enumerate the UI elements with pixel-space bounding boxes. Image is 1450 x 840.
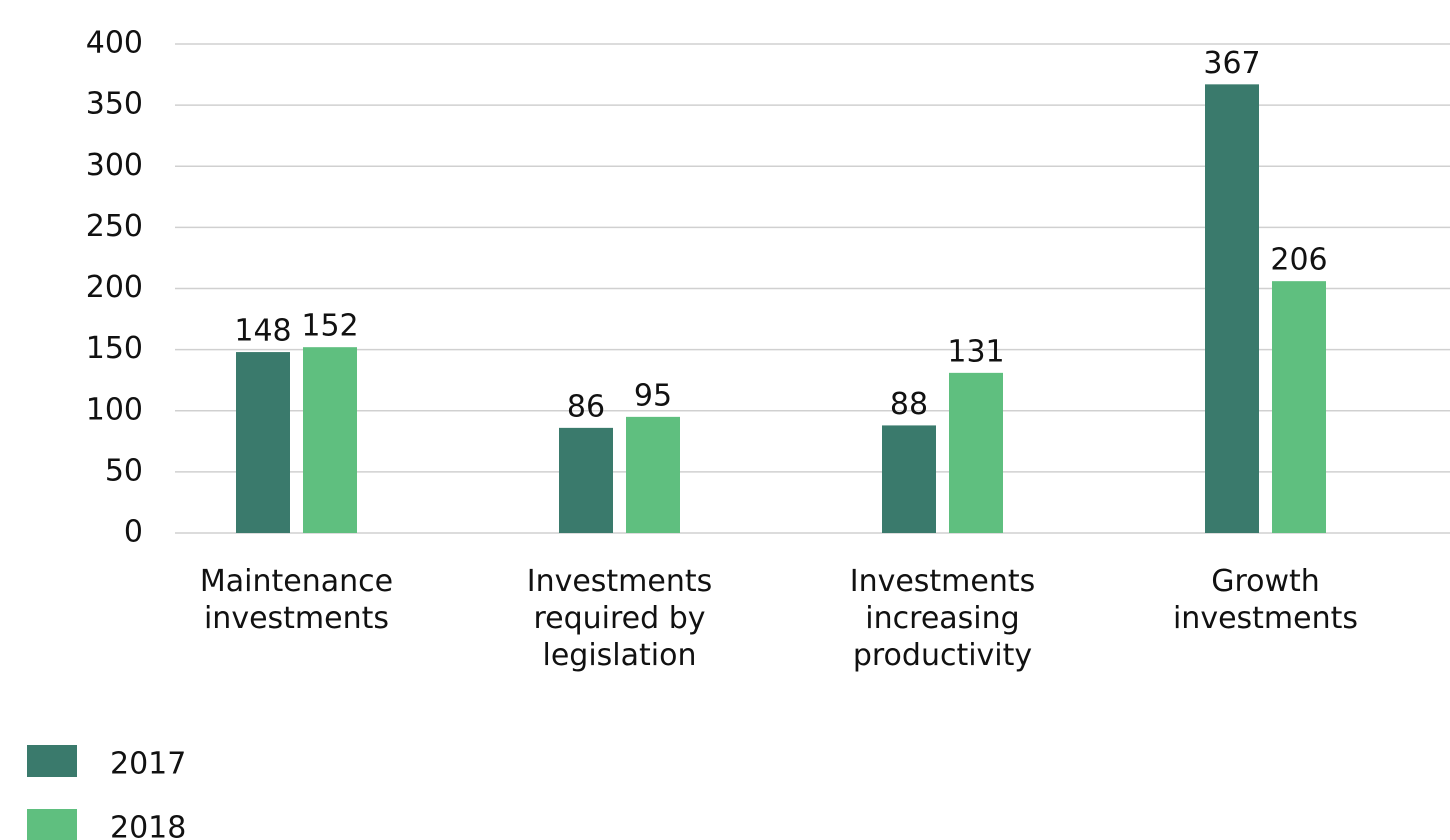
value-label: 95 [634,378,672,413]
x-tick-label: Investments increasing productivity [850,564,1036,673]
x-tick-label: Growth investments [1173,564,1358,636]
legend-swatch [27,809,77,840]
y-tick-label: 150 [86,331,143,366]
y-tick-label: 0 [124,515,143,550]
bar [1205,84,1259,533]
value-label: 152 [301,309,358,344]
value-label: 367 [1203,46,1260,81]
value-label: 206 [1270,243,1327,278]
bar [949,372,1003,533]
y-tick-label: 300 [86,148,143,183]
y-tick-label: 250 [86,209,143,244]
x-tick-label: Maintenance investments [200,564,393,636]
bar [559,427,613,533]
y-tick-label: 350 [86,87,143,122]
value-label: 131 [947,334,1004,369]
x-tick-label: Investments required by legislation [527,564,713,673]
value-label: 88 [890,387,928,422]
bar [1272,281,1326,533]
bar [626,416,680,533]
value-label: 148 [234,314,291,349]
value-label: 86 [567,389,605,424]
y-tick-label: 400 [86,26,143,61]
y-tick-label: 200 [86,270,143,305]
y-tick-label: 50 [105,453,143,488]
legend-swatch [27,745,77,777]
legend-label: 2018 [110,811,186,840]
bar [236,352,290,533]
bar [882,425,936,533]
y-tick-label: 100 [86,392,143,427]
bar [303,347,357,533]
legend-label: 2017 [110,747,186,782]
